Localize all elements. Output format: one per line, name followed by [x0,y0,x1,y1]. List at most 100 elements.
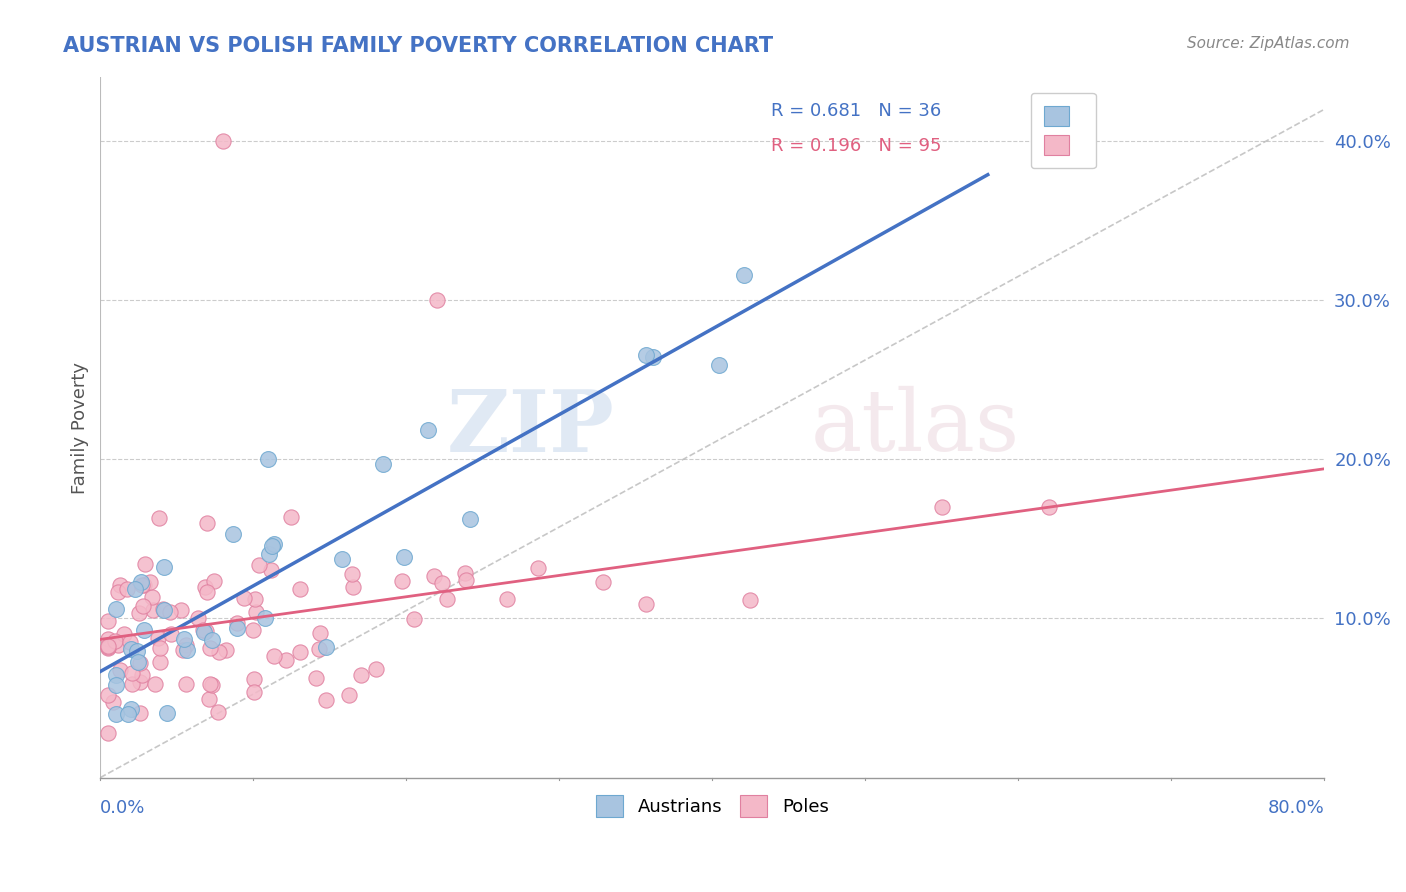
Point [152,560,174,574]
Point [170,603,193,617]
Point [193,580,215,594]
Point [290,645,312,659]
Point [176,643,198,657]
Point [193,624,215,638]
Point [226,616,249,631]
Point [201,678,224,692]
Point [392,549,415,564]
Point [97,614,120,628]
Point [152,603,174,617]
Point [198,676,221,690]
Point [107,585,129,599]
Point [315,693,337,707]
Point [134,578,156,592]
Text: R = 0.196   N = 95: R = 0.196 N = 95 [770,137,942,155]
Point [146,631,169,645]
Point [709,359,731,373]
Point [636,348,658,362]
Point [243,672,266,686]
Point [330,551,353,566]
Point [148,640,170,655]
Point [129,675,152,690]
Text: R = 0.681   N = 36: R = 0.681 N = 36 [770,102,942,120]
Point [97,688,120,702]
Point [243,685,266,699]
Point [280,509,302,524]
Point [118,635,141,649]
Point [426,293,449,308]
Point [274,653,297,667]
Point [143,677,166,691]
Point [194,624,217,639]
Point [174,677,197,691]
Point [127,644,149,658]
Point [107,638,129,652]
Point [97,726,120,740]
Text: 80.0%: 80.0% [1268,798,1324,816]
Point [254,611,277,625]
Point [436,591,458,606]
Point [226,620,249,634]
Point [495,592,517,607]
Point [104,668,127,682]
Point [97,640,120,655]
Point [391,574,413,589]
Point [187,611,209,625]
Point [134,558,156,572]
Point [208,645,231,659]
Point [257,548,280,562]
Point [104,678,127,692]
Point [342,580,364,594]
Point [174,639,197,653]
Point [733,268,755,282]
Point [121,665,143,680]
Point [117,706,139,721]
Point [242,624,264,638]
Point [262,539,284,553]
Point [423,569,446,583]
Point [207,705,229,719]
Point [141,590,163,604]
Point [129,706,152,720]
Text: Source: ZipAtlas.com: Source: ZipAtlas.com [1187,36,1350,51]
Point [305,672,328,686]
Point [430,576,453,591]
Point [404,612,426,626]
Point [193,624,215,639]
Point [159,605,181,619]
Point [263,536,285,550]
Point [454,566,477,581]
Point [97,632,120,646]
Point [173,632,195,647]
Point [124,582,146,596]
Point [454,573,477,587]
Point [142,603,165,617]
Point [128,606,150,620]
Point [308,641,330,656]
Point [233,591,256,606]
Point [108,663,131,677]
Point [222,526,245,541]
Point [131,668,153,682]
Point [257,452,280,467]
Point [197,516,219,530]
Point [263,649,285,664]
Text: 0.0%: 0.0% [100,798,146,816]
Point [245,606,267,620]
Point [339,689,361,703]
Point [121,641,143,656]
Point [131,578,153,592]
Point [371,457,394,471]
Point [418,423,440,437]
Text: AUSTRIAN VS POLISH FAMILY POVERTY CORRELATION CHART: AUSTRIAN VS POLISH FAMILY POVERTY CORREL… [63,36,773,55]
Point [198,641,221,656]
Point [308,626,330,640]
Point [738,592,761,607]
Point [211,134,233,148]
Point [127,655,149,669]
Point [201,632,224,647]
Point [366,662,388,676]
Point [202,574,225,588]
Point [108,578,131,592]
Point [121,677,143,691]
